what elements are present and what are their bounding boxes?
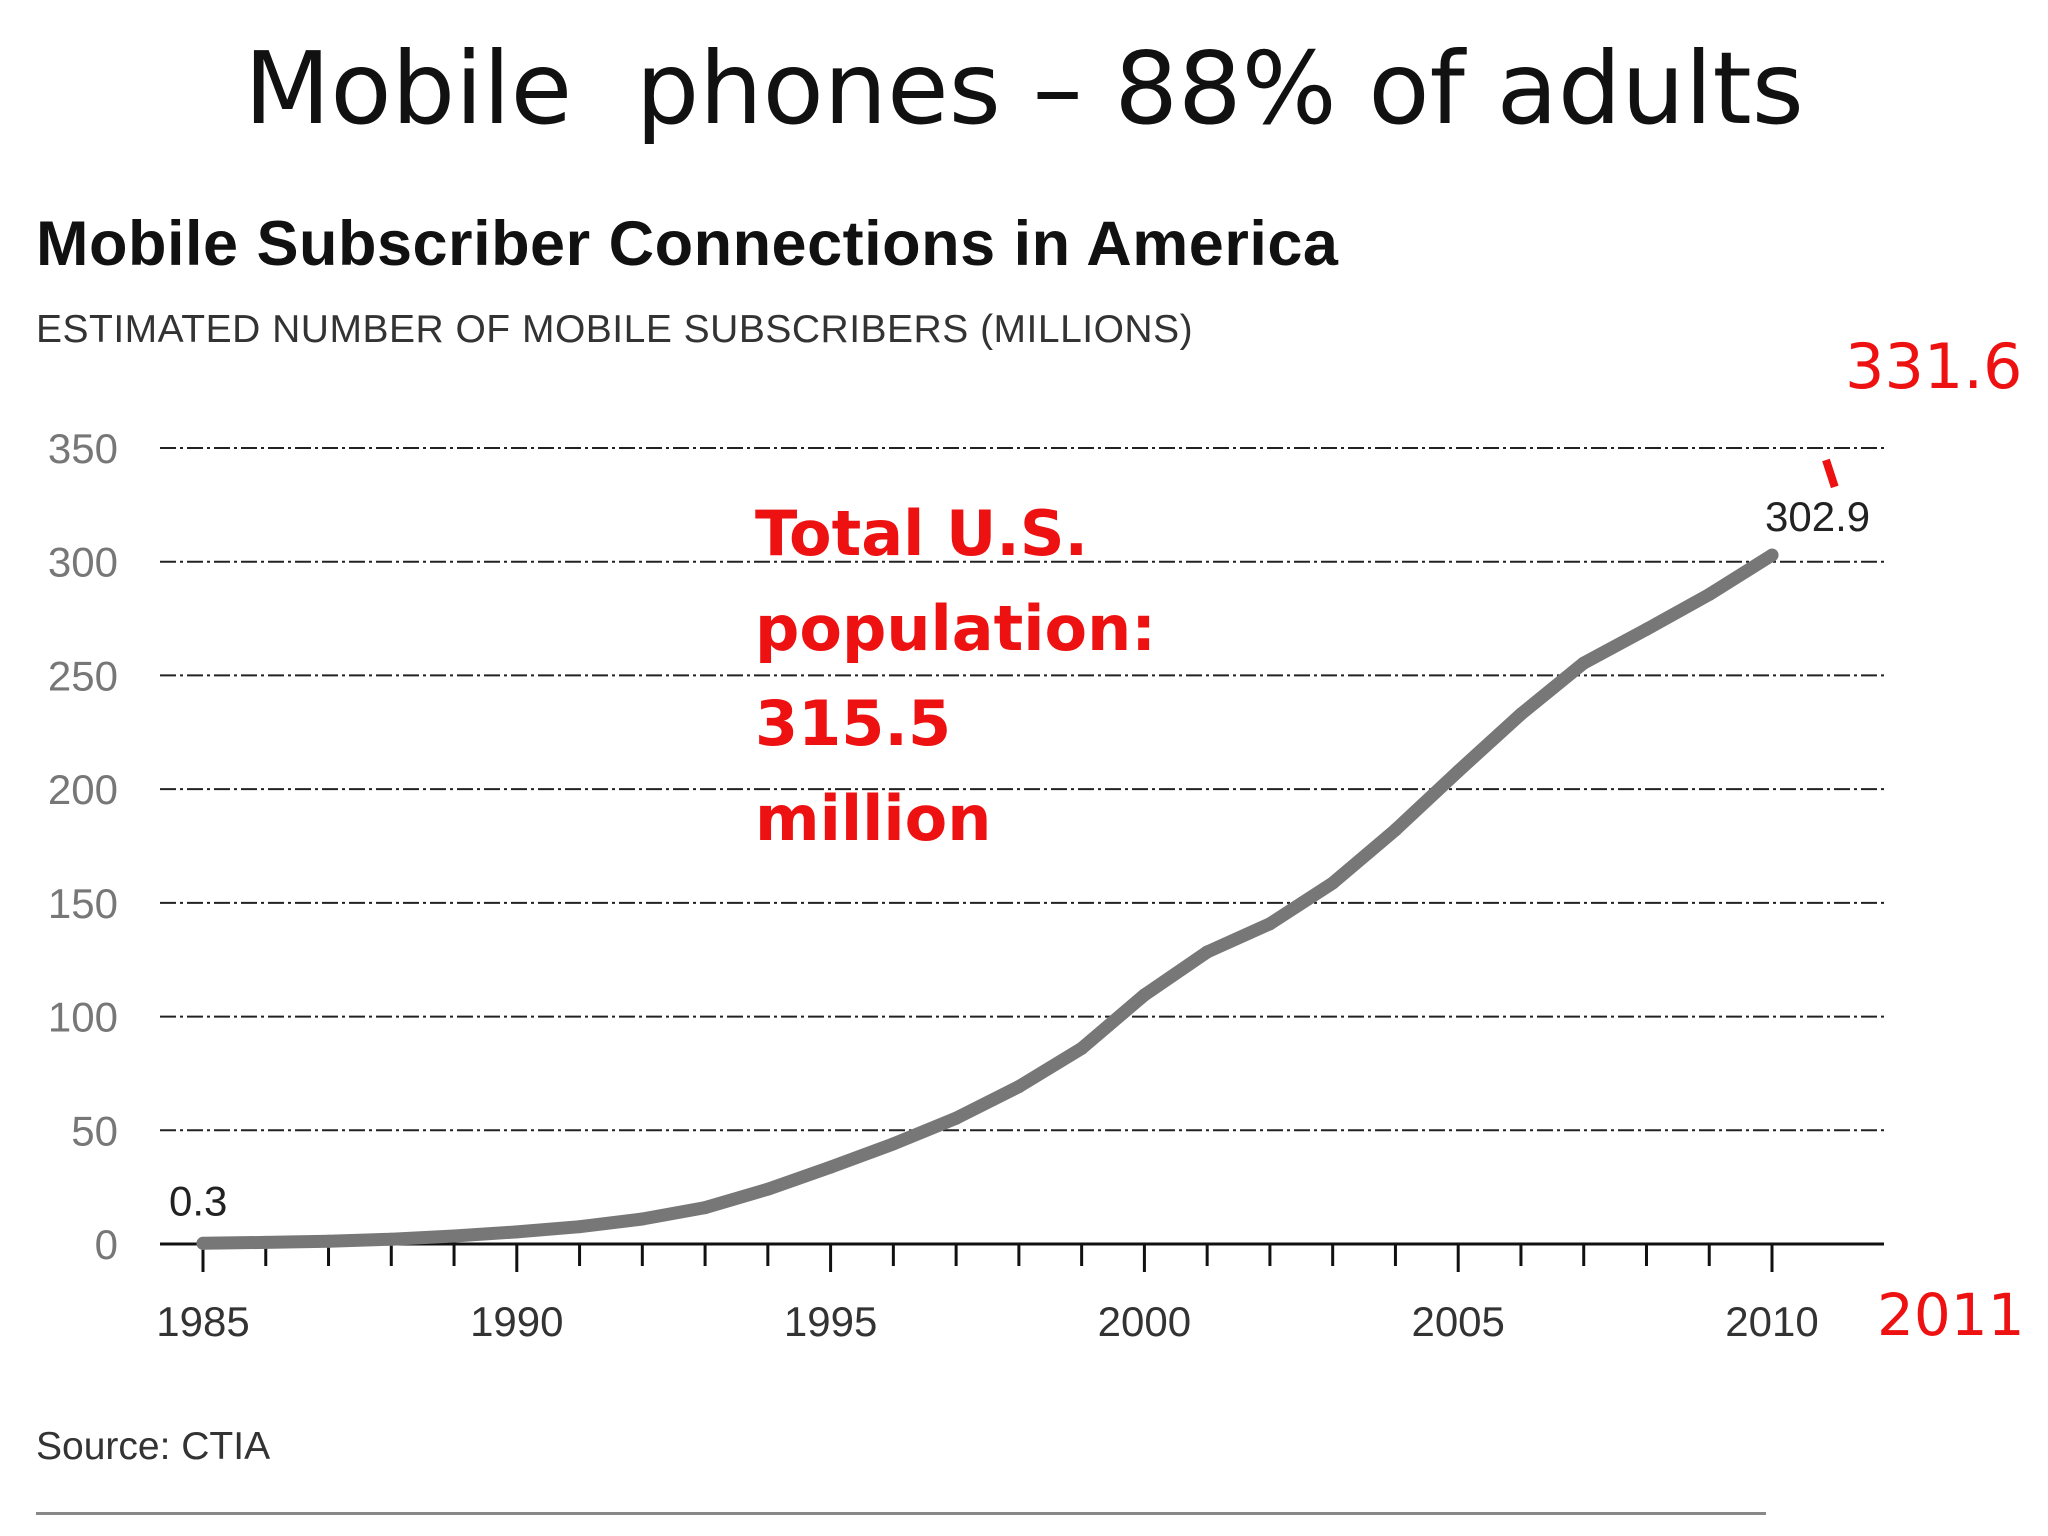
data-point-2010 <box>1765 548 1779 562</box>
data-point-2000 <box>1137 988 1151 1002</box>
data-point-2005 <box>1451 764 1465 778</box>
y-tick-label-50: 50 <box>71 1107 118 1154</box>
x-tick-label-1985: 1985 <box>156 1298 249 1345</box>
slide-title: Mobile phones – 88% of adults <box>244 30 1804 147</box>
data-point-2006 <box>1514 707 1528 721</box>
series-line-0 <box>196 548 1779 1250</box>
label-layer: 0 50 100 150 200 250 300 350 1985 1990 1995 2000 200… <box>48 425 1870 1345</box>
population-annotation-line-1: Total U.S. <box>755 497 1088 570</box>
data-point-2007 <box>1577 656 1591 670</box>
data-point-1998 <box>1012 1080 1026 1094</box>
data-point-1995 <box>824 1160 838 1174</box>
data-point-1994 <box>761 1182 775 1196</box>
population-annotation-line-3: 315.5 <box>755 687 951 760</box>
data-point-1988 <box>384 1232 398 1246</box>
data-point-1991 <box>573 1220 587 1234</box>
bottom-divider <box>36 1512 1766 1515</box>
data-point-2002 <box>1263 917 1277 931</box>
data-point-1999 <box>1075 1041 1089 1055</box>
y-tick-label-300: 300 <box>48 539 118 586</box>
x-tick-label-2005: 2005 <box>1411 1298 1504 1345</box>
data-point-1997 <box>949 1111 963 1125</box>
extrapolation-mark <box>1822 458 1839 489</box>
y-tick-label-150: 150 <box>48 880 118 927</box>
population-annotation-line-2: population: <box>755 592 1156 665</box>
chart-title: Mobile Subscriber Connections in America <box>36 209 1339 279</box>
data-point-2008 <box>1639 622 1653 636</box>
series-layer <box>196 548 1779 1250</box>
data-point-2009 <box>1702 587 1716 601</box>
x-tick-label-1995: 1995 <box>784 1298 877 1345</box>
population-annotation-line-4: million <box>755 782 991 855</box>
data-point-1986 <box>259 1235 273 1249</box>
grid-layer <box>160 447 1884 1132</box>
data-point-2004 <box>1388 823 1402 837</box>
data-point-1992 <box>635 1212 649 1226</box>
data-point-2003 <box>1326 876 1340 890</box>
data-point-1985 <box>196 1236 210 1250</box>
y-tick-label-350: 350 <box>48 425 118 472</box>
data-point-1993 <box>698 1201 712 1215</box>
data-point-1990 <box>510 1225 524 1239</box>
data-label-1985: 0.3 <box>169 1177 227 1224</box>
chart-source: Source: CTIA <box>36 1425 271 1468</box>
year-2011-label: 2011 <box>1877 1281 2025 1349</box>
data-label-2010: 302.9 <box>1765 493 1870 540</box>
y-tick-label-0: 0 <box>95 1221 118 1268</box>
axis-layer <box>160 1242 1884 1272</box>
x-tick-label-2000: 2000 <box>1098 1298 1191 1345</box>
y-tick-label-100: 100 <box>48 994 118 1041</box>
data-point-1987 <box>322 1234 336 1248</box>
data-point-1989 <box>447 1229 461 1243</box>
y-tick-label-200: 200 <box>48 766 118 813</box>
annotation-layer: Total U.S. population: 315.5 million 2011 331… <box>755 330 2025 1349</box>
data-point-1996 <box>886 1137 900 1151</box>
data-point-2001 <box>1200 945 1214 959</box>
y-tick-label-250: 250 <box>48 652 118 699</box>
x-tick-label-2010: 2010 <box>1725 1298 1818 1345</box>
value-331-6-label: 331.6 <box>1845 330 2023 403</box>
x-tick-label-1990: 1990 <box>470 1298 563 1345</box>
chart-subtitle: ESTIMATED NUMBER OF MOBILE SUBSCRIBERS (… <box>36 308 1194 351</box>
